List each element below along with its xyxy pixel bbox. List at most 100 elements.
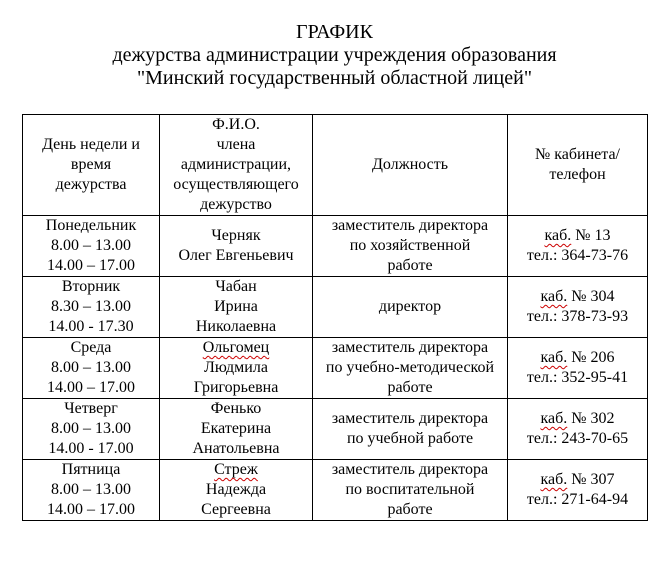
cell-contact-monday: каб. № 13 тел.: 364-73-76: [507, 215, 648, 277]
day-label: Понедельник: [45, 217, 137, 234]
day-label: Пятница: [61, 461, 121, 478]
cell-name-monday: Черняк Олег Евгеньевич: [159, 215, 313, 277]
cabinet-number: № 302: [567, 410, 615, 427]
cabinet-line: каб. № 304: [509, 287, 647, 307]
table-row-tuesday: Вторник 8.30 – 13.00 14.00 - 17.30 Чабан…: [22, 276, 648, 338]
phone-number: тел.: 364-73-76: [526, 247, 629, 264]
cell-day-thursday: Четверг 8.00 – 13.00 14.00 - 17.00: [22, 398, 160, 460]
time-range: 8.00 – 13.00: [51, 481, 131, 498]
cell-position-monday: заместитель директора по хозяйственной р…: [312, 215, 508, 277]
cell-name-wednesday: Ольгомец Людмила Григорьевна: [159, 337, 313, 399]
cell-contact-friday: каб. № 307 тел.: 271-64-94: [507, 459, 648, 521]
misspelled-word: каб.: [544, 227, 572, 244]
time-range: 8.00 – 13.00: [51, 420, 131, 437]
misspelled-word: каб.: [540, 471, 568, 488]
header-name-line: дежурство: [200, 196, 272, 213]
cabinet-number: № 307: [567, 471, 615, 488]
title-heading: ГРАФИК: [296, 21, 373, 43]
header-cell-position: Должность: [312, 114, 508, 216]
cell-day-tuesday: Вторник 8.30 – 13.00 14.00 - 17.30: [22, 276, 160, 338]
header-cell-day: День недели и время дежурства: [22, 114, 160, 216]
position-line: заместитель директора: [331, 217, 489, 234]
cabinet-line: каб. № 307: [509, 470, 647, 490]
header-day-line: время: [70, 156, 112, 173]
misspelled-word: каб.: [540, 410, 568, 427]
time-range: 14.00 – 17.00: [47, 379, 135, 396]
document-title: ГРАФИК дежурства администрации учреждени…: [0, 0, 669, 90]
phone-number: тел.: 352-95-41: [526, 369, 629, 386]
person-given-names: Анатольевна: [192, 440, 280, 457]
cell-day-wednesday: Среда 8.00 – 13.00 14.00 – 17.00: [22, 337, 160, 399]
day-label: Среда: [70, 339, 112, 356]
header-cell-contact: № кабинета/ телефон: [507, 114, 648, 216]
position-line: по учебной работе: [346, 430, 474, 447]
cell-position-wednesday: заместитель директора по учебно-методиче…: [312, 337, 508, 399]
time-range: 8.00 – 13.00: [51, 359, 131, 376]
time-range: 8.00 – 13.00: [51, 237, 131, 254]
cell-position-friday: заместитель директора по воспитательной …: [312, 459, 508, 521]
cell-contact-tuesday: каб. № 304 тел.: 378-73-93: [507, 276, 648, 338]
position-line: работе: [387, 501, 433, 518]
table-row-monday: Понедельник 8.00 – 13.00 14.00 – 17.00 Ч…: [22, 215, 648, 277]
cell-name-friday: Стреж Надежда Сергеевна: [159, 459, 313, 521]
person-given-names: Григорьевна: [193, 379, 279, 396]
phone-number: тел.: 378-73-93: [526, 308, 629, 325]
person-surname: Чабан: [215, 278, 257, 295]
position-line: заместитель директора: [331, 461, 489, 478]
misspelled-word: Стреж: [214, 461, 258, 478]
cabinet-number: № 206: [567, 349, 615, 366]
header-contact-line: телефон: [549, 166, 606, 183]
position-line: работе: [387, 257, 433, 274]
position-line: по учебно-методической: [325, 359, 495, 376]
position-line: заместитель директора: [331, 410, 489, 427]
misspelled-word: каб.: [540, 349, 568, 366]
header-cell-name: Ф.И.О. члена администрации, осуществляющ…: [159, 114, 313, 216]
cell-position-tuesday: директор: [312, 276, 508, 338]
person-given-names: Ирина: [214, 298, 258, 315]
person-given-names: Олег Евгеньевич: [178, 247, 294, 264]
cabinet-number: № 13: [571, 227, 611, 244]
header-name-line: осуществляющего: [173, 176, 299, 193]
cell-contact-thursday: каб. № 302 тел.: 243-70-65: [507, 398, 648, 460]
misspelled-word: Ольгомец: [202, 339, 270, 356]
time-range: 14.00 - 17.00: [48, 440, 134, 457]
header-contact-line: № кабинета/: [535, 146, 620, 163]
person-given-names: Надежда: [205, 481, 267, 498]
header-day-line: День недели и: [42, 136, 140, 153]
header-day-line: дежурства: [55, 176, 127, 193]
title-subtitle-1: дежурства администрации учреждения образ…: [112, 44, 557, 66]
position-line: по воспитательной: [345, 481, 475, 498]
time-range: 14.00 – 17.00: [47, 501, 135, 518]
table-row-wednesday: Среда 8.00 – 13.00 14.00 – 17.00 Ольгоме…: [22, 337, 648, 399]
duty-schedule-table: День недели и время дежурства Ф.И.О. чле…: [22, 114, 648, 521]
title-subtitle-2: "Минский государственный областной лицей…: [136, 67, 533, 89]
position-line: директор: [378, 298, 442, 315]
person-given-names: Людмила: [204, 359, 268, 376]
time-range: 14.00 - 17.30: [48, 318, 134, 335]
header-position-line: Должность: [371, 156, 449, 173]
cell-name-thursday: Фенько Екатерина Анатольевна: [159, 398, 313, 460]
cell-contact-wednesday: каб. № 206 тел.: 352-95-41: [507, 337, 648, 399]
time-range: 14.00 – 17.00: [47, 257, 135, 274]
header-name-line: администрации,: [180, 156, 292, 173]
cell-name-tuesday: Чабан Ирина Николаевна: [159, 276, 313, 338]
person-surname: Фенько: [210, 400, 262, 417]
cabinet-line: каб. № 302: [509, 409, 647, 429]
person-given-names: Екатерина: [200, 420, 272, 437]
table-row-friday: Пятница 8.00 – 13.00 14.00 – 17.00 Стреж…: [22, 459, 648, 521]
phone-number: тел.: 243-70-65: [526, 430, 629, 447]
misspelled-word: каб.: [540, 288, 568, 305]
day-label: Четверг: [64, 400, 118, 417]
header-name-line: Ф.И.О.: [212, 116, 260, 133]
header-name-line: члена: [216, 136, 256, 153]
cabinet-line: каб. № 206: [509, 348, 647, 368]
table-row-thursday: Четверг 8.00 – 13.00 14.00 - 17.00 Феньк…: [22, 398, 648, 460]
phone-number: тел.: 271-64-94: [526, 491, 629, 508]
cabinet-number: № 304: [567, 288, 615, 305]
person-given-names: Николаевна: [195, 318, 277, 335]
position-line: заместитель директора: [331, 339, 489, 356]
person-given-names: Сергеевна: [201, 501, 271, 518]
cabinet-line: каб. № 13: [509, 226, 647, 246]
position-line: работе: [387, 379, 433, 396]
